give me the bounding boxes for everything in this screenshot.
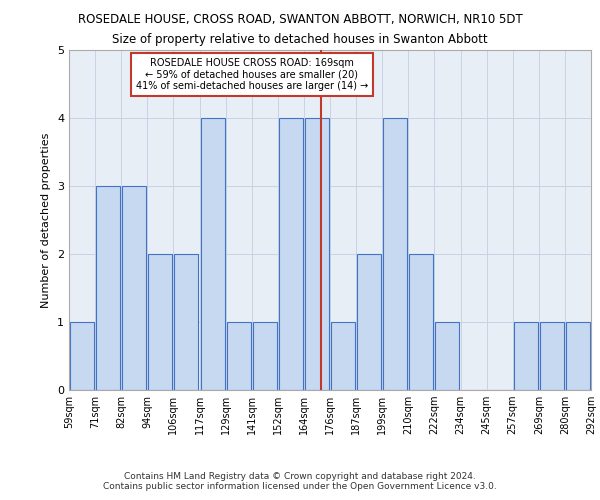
Text: Size of property relative to detached houses in Swanton Abbott: Size of property relative to detached ho… (112, 32, 488, 46)
Bar (383, 118, 407, 390)
Text: ROSEDALE HOUSE, CROSS ROAD, SWANTON ABBOTT, NORWICH, NR10 5DT: ROSEDALE HOUSE, CROSS ROAD, SWANTON ABBO… (77, 12, 523, 26)
Bar (96, 186, 120, 390)
Bar (175, 254, 199, 390)
Bar (331, 322, 355, 390)
Bar (70, 322, 94, 390)
Bar (566, 322, 590, 390)
Bar (200, 118, 224, 390)
Text: ROSEDALE HOUSE CROSS ROAD: 169sqm
← 59% of detached houses are smaller (20)
41% : ROSEDALE HOUSE CROSS ROAD: 169sqm ← 59% … (136, 58, 368, 92)
Bar (253, 322, 277, 390)
Y-axis label: Number of detached properties: Number of detached properties (41, 132, 52, 308)
Bar (148, 254, 172, 390)
Bar (305, 118, 329, 390)
Bar (540, 322, 564, 390)
Bar (227, 322, 251, 390)
Text: Contains HM Land Registry data © Crown copyright and database right 2024.
Contai: Contains HM Land Registry data © Crown c… (103, 472, 497, 491)
Bar (514, 322, 538, 390)
Bar (436, 322, 460, 390)
Bar (409, 254, 433, 390)
Bar (122, 186, 146, 390)
Bar (357, 254, 381, 390)
Bar (279, 118, 303, 390)
